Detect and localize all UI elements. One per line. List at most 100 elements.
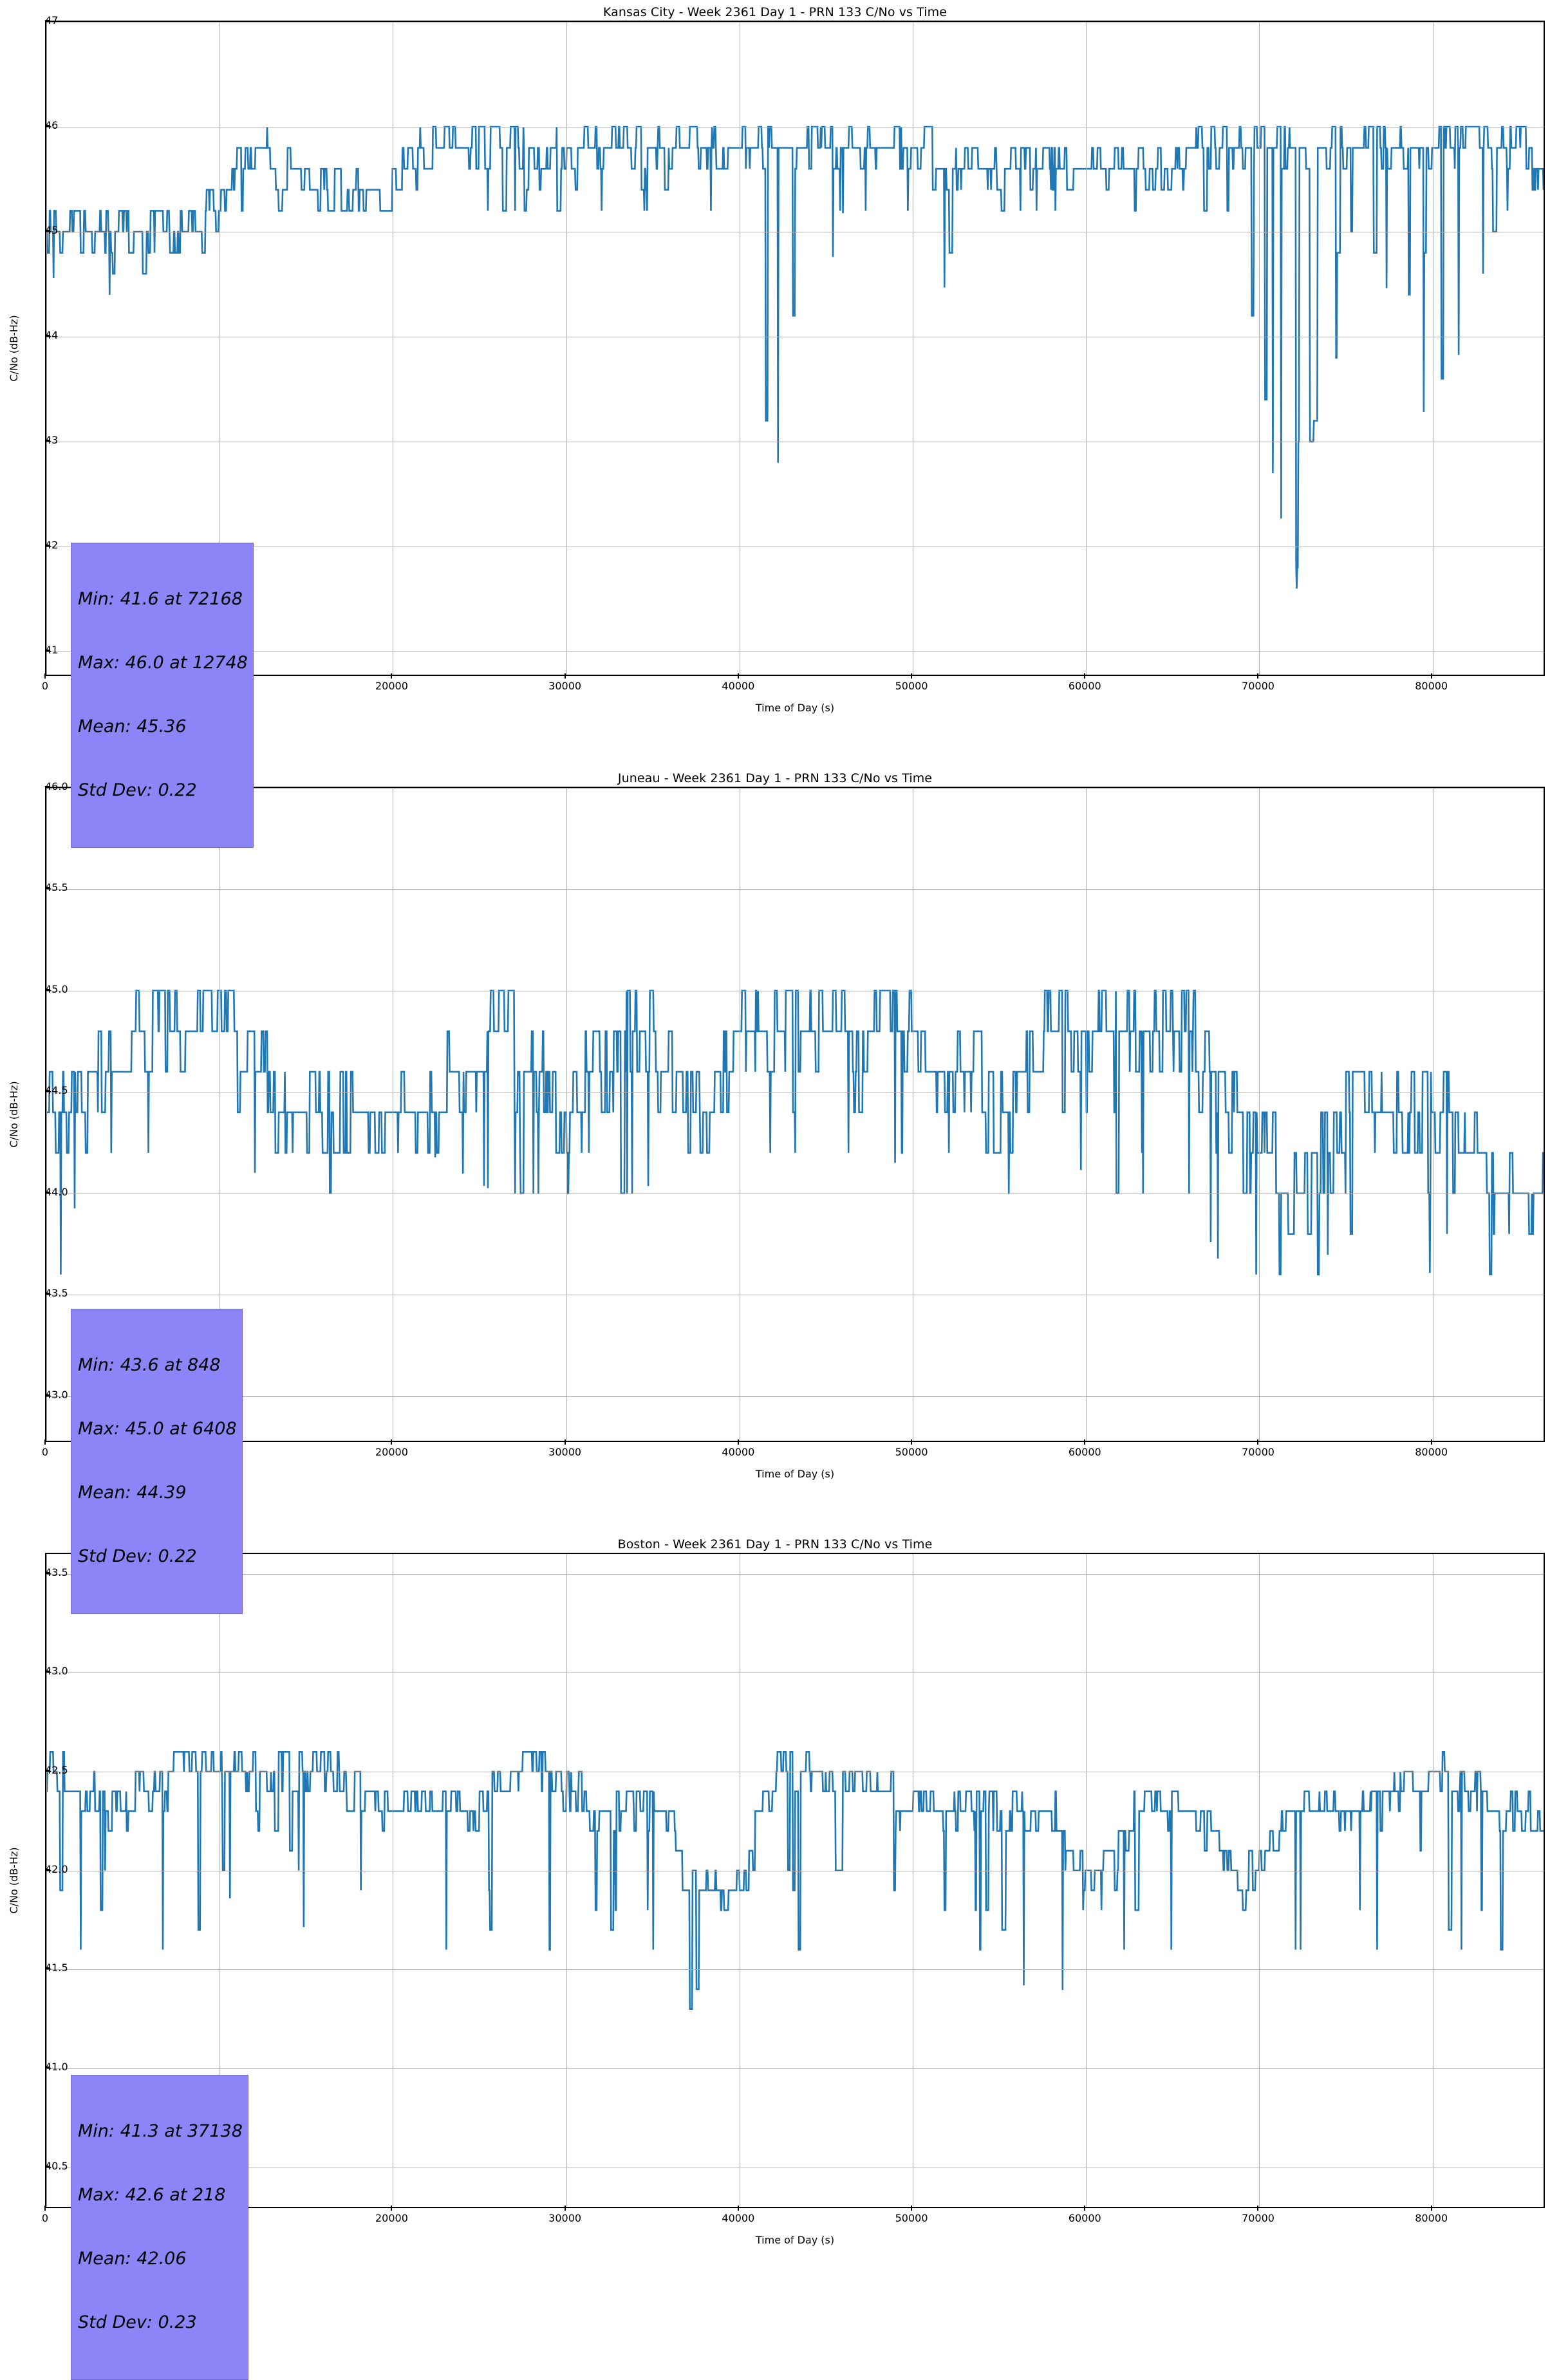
y-axis-tick-mark (45, 1394, 50, 1396)
gridline-vertical (566, 788, 567, 1441)
gridline-vertical (566, 1554, 567, 2207)
gridline-vertical (1086, 22, 1087, 675)
x-axis-tick-label: 80000 (1415, 2212, 1448, 2224)
x-axis-label-boston: Time of Day (s) (755, 2234, 835, 2246)
stats-max: Max: 46.0 at 12748 (78, 653, 248, 673)
x-axis-tick-mark (564, 2206, 566, 2211)
x-axis-tick-label: 50000 (895, 680, 928, 692)
y-axis-label-juneau: C/No (dB-Hz) (8, 1081, 20, 1148)
data-trace (46, 126, 1544, 589)
y-axis-tick-mark (45, 786, 50, 787)
series-kansas-city (46, 22, 1544, 675)
y-axis-tick-label: 45.5 (45, 883, 68, 893)
x-axis-tick-mark (911, 1439, 913, 1445)
y-axis-tick-label: 45.0 (45, 984, 68, 995)
y-axis-tick-mark (45, 887, 50, 889)
stats-mean: Mean: 45.36 (78, 717, 187, 736)
x-axis-tick-label: 20000 (375, 1446, 408, 1458)
x-axis-tick-mark (391, 2206, 393, 2211)
gridline-horizontal (46, 2068, 1544, 2069)
plot-area-juneau (45, 787, 1545, 1442)
y-axis-tick-label: 41.5 (45, 1963, 68, 1973)
x-axis-tick-mark (911, 673, 913, 679)
y-axis-tick-label: 43.5 (45, 1567, 68, 1578)
x-axis-tick-label: 60000 (1068, 680, 1101, 692)
x-axis-tick-label: 50000 (895, 1446, 928, 1458)
y-axis-tick-label: 43.5 (45, 1288, 68, 1298)
chart-title-kansas-city: Kansas City - Week 2361 Day 1 - PRN 133 … (602, 5, 948, 19)
x-axis-tick-mark (1257, 673, 1259, 679)
y-axis-tick-label: 42 (45, 539, 59, 552)
y-axis-tick-mark (45, 230, 50, 232)
x-axis-tick-mark (737, 2206, 739, 2211)
gridline-horizontal (46, 788, 1544, 789)
x-axis-tick-mark (44, 1439, 46, 1445)
y-axis-tick-label: 46 (45, 119, 59, 132)
gridline-vertical (46, 22, 47, 675)
x-axis-tick-mark (1257, 2206, 1259, 2211)
y-axis-label-boston: C/No (dB-Hz) (8, 1847, 20, 1914)
chart-title-boston: Boston - Week 2361 Day 1 - PRN 133 C/No … (617, 1537, 933, 1551)
x-axis-label-kansas-city: Time of Day (s) (755, 702, 835, 714)
x-axis-tick-mark (1257, 1439, 1259, 1445)
gridline-vertical (46, 1554, 47, 2207)
x-axis-tick-mark (911, 2206, 913, 2211)
y-axis-tick-mark (45, 440, 50, 442)
y-axis-tick-mark (45, 335, 50, 337)
y-axis-tick-mark (45, 1571, 50, 1573)
data-trace (46, 1750, 1544, 2010)
plot-area-kansas-city (45, 21, 1545, 676)
gridline-vertical (566, 22, 567, 675)
x-axis-tick-mark (44, 673, 46, 679)
x-axis-tick-label: 60000 (1068, 2212, 1101, 2224)
y-axis-tick-mark (45, 2165, 50, 2167)
x-axis-tick-mark (391, 673, 393, 679)
stats-std: Std Dev: 0.23 (78, 2312, 197, 2332)
gridline-vertical (1259, 22, 1260, 675)
x-axis-tick-mark (391, 1439, 393, 1445)
x-axis-tick-label: 40000 (722, 680, 755, 692)
x-axis-tick-label: 0 (41, 1446, 49, 1458)
gridline-vertical (1259, 788, 1260, 1441)
y-axis-tick-mark (45, 650, 50, 651)
y-axis-tick-mark (45, 20, 50, 21)
y-axis-tick-mark (45, 125, 50, 127)
stats-min: Min: 41.6 at 72168 (78, 589, 243, 609)
y-axis-tick-label: 43.0 (45, 1389, 68, 1400)
x-axis-tick-mark (1430, 2206, 1432, 2211)
gridline-horizontal (46, 1573, 1544, 1575)
y-axis-tick-mark (45, 1090, 50, 1092)
x-axis-tick-mark (564, 1439, 566, 1445)
y-axis-tick-label: 42.0 (45, 1864, 68, 1875)
stats-mean: Mean: 44.39 (78, 1483, 187, 1503)
y-axis-tick-label: 46.0 (45, 782, 68, 792)
y-axis-tick-mark (45, 988, 50, 990)
y-axis-tick-mark (45, 545, 50, 547)
y-axis-tick-mark (45, 2066, 50, 2068)
x-axis-tick-mark (1084, 2206, 1086, 2211)
y-axis-tick-mark (45, 1770, 50, 1771)
x-axis-tick-label: 80000 (1415, 680, 1448, 692)
x-axis-tick-mark (1084, 1439, 1086, 1445)
stats-max: Max: 45.0 at 6408 (78, 1419, 237, 1439)
x-axis-tick-mark (737, 1439, 739, 1445)
x-axis-tick-label: 20000 (375, 2212, 408, 2224)
stats-max: Max: 42.6 at 218 (78, 2185, 226, 2205)
x-axis-tick-label: 30000 (548, 2212, 582, 2224)
gridline-vertical (219, 788, 221, 1441)
gridline-vertical (219, 22, 221, 675)
y-axis-tick-label: 41.0 (45, 2061, 68, 2072)
gridline-horizontal (46, 1969, 1544, 1971)
y-axis-tick-label: 44.5 (45, 1085, 68, 1096)
stats-std: Std Dev: 0.22 (78, 780, 197, 800)
y-axis-tick-label: 43.0 (45, 1666, 68, 1676)
chart-panel-kansas-city: Kansas City - Week 2361 Day 1 - PRN 133 … (0, 0, 1550, 848)
x-axis-tick-label: 30000 (548, 1446, 582, 1458)
gridline-horizontal (46, 1396, 1544, 1397)
gridline-horizontal (46, 651, 1544, 653)
y-axis-tick-label: 41 (45, 644, 59, 657)
y-axis-tick-label: 45 (45, 224, 59, 237)
stats-std: Std Dev: 0.22 (78, 1546, 197, 1566)
y-axis-tick-label: 40.5 (45, 2160, 68, 2171)
